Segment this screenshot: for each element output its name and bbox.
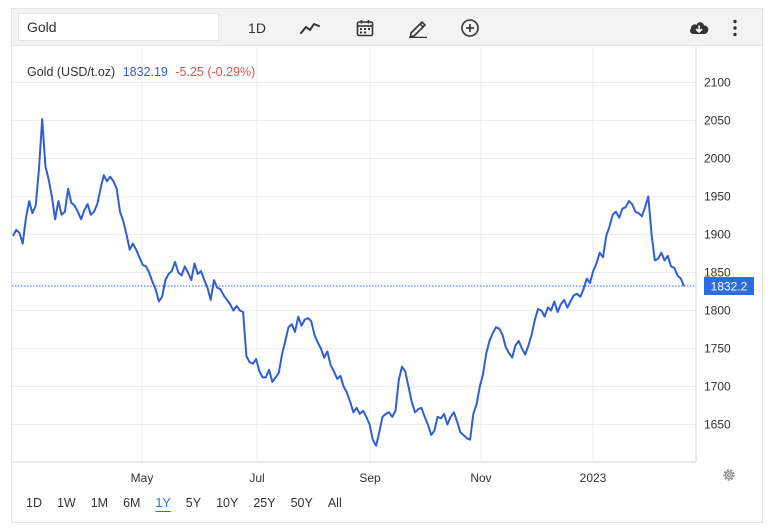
- price-change: -5.25 (-0.29%): [175, 65, 256, 79]
- y-tick-label: 2000: [704, 152, 731, 166]
- range-1y[interactable]: 1Y: [155, 496, 171, 510]
- range-1d[interactable]: 1D: [26, 496, 42, 510]
- chart-type-button[interactable]: [297, 14, 323, 42]
- range-50y[interactable]: 50Y: [290, 496, 313, 510]
- more-vertical-icon: [733, 19, 737, 37]
- chart-frame: [11, 8, 763, 523]
- y-axis-ticks: 1650 1700 1750 1800 1850 1900 1950 2000 2050 2100: [704, 76, 731, 432]
- x-axis-ticks: May Jul Sep Nov 2023: [131, 471, 607, 485]
- last-price-tag-background: [704, 277, 754, 296]
- last-price-tag: 1832.2: [704, 277, 754, 296]
- y-tick-label: 2050: [704, 114, 731, 128]
- y-tick-label: 1700: [704, 380, 731, 394]
- range-10y[interactable]: 10Y: [216, 496, 239, 510]
- y-tick-label: 1650: [704, 418, 731, 432]
- y-tick-label: 1800: [704, 304, 731, 318]
- pencil-icon: [409, 21, 427, 38]
- interval-label: 1D: [248, 20, 266, 36]
- y-tick-label: 1950: [704, 190, 731, 204]
- range-25y[interactable]: 25Y: [253, 496, 276, 510]
- line-chart-icon: [300, 23, 320, 34]
- cloud-download-icon: [690, 22, 709, 34]
- y-tick-label: 2100: [704, 76, 731, 90]
- range-1m[interactable]: 1M: [90, 496, 109, 510]
- calendar-icon: [356, 20, 374, 37]
- gold-price-series-line: [12, 118, 685, 447]
- range-selector: 1D 1W 1M 6M 1Y 5Y 10Y 25Y 50Y All: [26, 496, 357, 510]
- range-5y[interactable]: 5Y: [185, 496, 202, 510]
- x-tick-label: May: [131, 471, 154, 485]
- vertical-grid: [12, 47, 697, 463]
- x-tick-label: 2023: [580, 471, 607, 485]
- y-tick-label: 1750: [704, 342, 731, 356]
- symbol-input[interactable]: [18, 13, 219, 41]
- price-legend: Gold (USD/t.oz) 1832.19 -5.25 (-0.29%): [27, 65, 255, 79]
- add-indicator-button[interactable]: [457, 14, 483, 42]
- interval-button[interactable]: 1D: [242, 14, 272, 42]
- y-tick-label: 1900: [704, 228, 731, 242]
- last-price-tag-label: 1832.2: [711, 280, 748, 294]
- plus-circle-icon: [461, 19, 479, 37]
- x-tick-label: Sep: [359, 471, 381, 485]
- current-price: 1832.19: [122, 65, 168, 79]
- date-range-button[interactable]: [352, 14, 378, 42]
- instrument-name: Gold (USD/t.oz): [27, 65, 116, 79]
- settings-gear-icon[interactable]: [721, 467, 737, 483]
- range-all[interactable]: All: [327, 496, 342, 510]
- range-6m[interactable]: 6M: [123, 496, 141, 510]
- x-tick-label: Jul: [249, 471, 264, 485]
- chart-toolbar: 1D: [11, 8, 763, 46]
- download-button[interactable]: [686, 14, 712, 42]
- x-tick-label: Nov: [470, 471, 491, 485]
- range-1w[interactable]: 1W: [56, 496, 76, 510]
- draw-button[interactable]: [405, 14, 431, 42]
- more-options-button[interactable]: [727, 14, 743, 42]
- y-tick-label: 1850: [704, 266, 731, 280]
